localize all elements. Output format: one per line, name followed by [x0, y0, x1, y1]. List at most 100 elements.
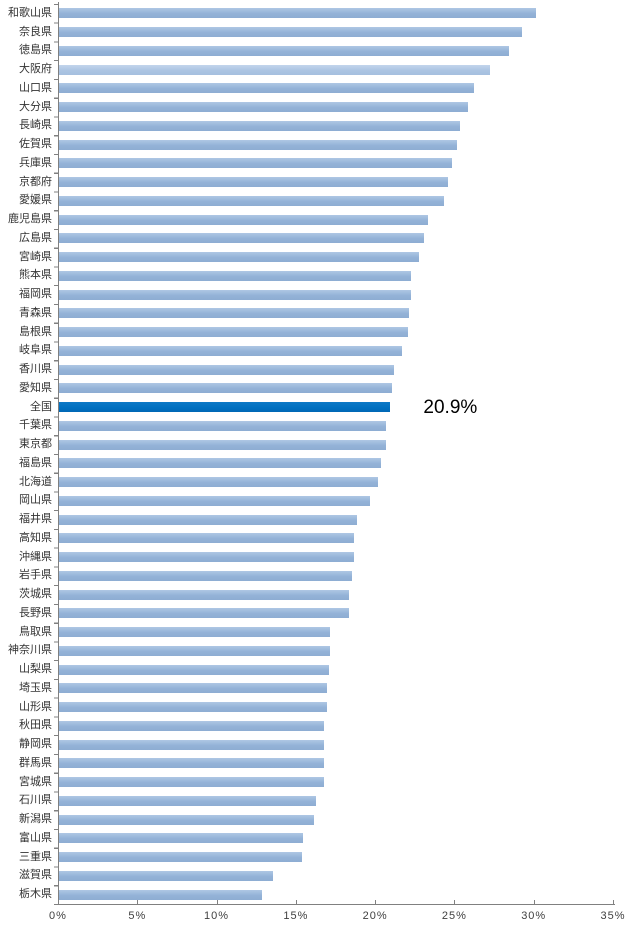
bar: [59, 552, 354, 563]
category-label: 佐賀県: [19, 138, 52, 151]
bar: [59, 289, 412, 300]
category-label: 北海道: [19, 475, 52, 488]
bar-track: [59, 27, 630, 38]
bar-row: 高知県: [0, 529, 630, 548]
bar-row: 愛知県: [0, 379, 630, 398]
bar: [59, 477, 378, 488]
category-label: 全国: [30, 400, 52, 413]
bar-track: [59, 252, 630, 263]
category-label: 鹿児島県: [8, 213, 52, 226]
bar: [59, 420, 386, 431]
x-axis-tick: [137, 900, 139, 904]
bar-row: 北海道: [0, 473, 630, 492]
category-label: 高知県: [19, 531, 52, 544]
bar-row: 兵庫県: [0, 154, 630, 173]
bar-track: [59, 608, 630, 619]
bar-row: 滋賀県: [0, 867, 630, 886]
bar: [59, 177, 448, 188]
category-label: 群馬県: [19, 756, 52, 769]
bar-row: 広島県: [0, 229, 630, 248]
bar: [59, 795, 316, 806]
bar-track: [59, 289, 630, 300]
bar: [59, 439, 386, 450]
category-label: 広島県: [19, 231, 52, 244]
bar-row: 栃木県: [0, 885, 630, 904]
bar: [59, 739, 324, 750]
category-label: 山口県: [19, 81, 52, 94]
category-label: 東京都: [19, 438, 52, 451]
bar: [59, 720, 324, 731]
bar-track: [59, 45, 630, 56]
bar-track: [59, 120, 630, 131]
bar-row: 石川県: [0, 792, 630, 811]
bar: [59, 27, 523, 38]
x-tick-label: 15%: [283, 910, 309, 922]
bar-row: 静岡県: [0, 735, 630, 754]
category-label: 新潟県: [19, 813, 52, 826]
category-label: 徳島県: [19, 44, 52, 57]
bar-track: [59, 758, 630, 769]
bar-row: 富山県: [0, 829, 630, 848]
x-axis-tick: [454, 900, 456, 904]
x-tick-label: 5%: [128, 910, 147, 922]
bar-track: [59, 8, 630, 19]
bar: [59, 364, 394, 375]
bar-row: 和歌山県: [0, 4, 630, 23]
bar-row: 熊本県: [0, 267, 630, 286]
category-label: 福島県: [19, 456, 52, 469]
bar: [59, 627, 331, 638]
bar-row: 秋田県: [0, 717, 630, 736]
bar: [59, 814, 315, 825]
bar-row: 宮城県: [0, 773, 630, 792]
bar-row: 新潟県: [0, 810, 630, 829]
bar: [59, 45, 510, 56]
bar-track: [59, 870, 630, 881]
category-label: 山形県: [19, 700, 52, 713]
bar-track: 20.9%: [59, 398, 630, 417]
bar: [59, 102, 469, 113]
bar-row: 京都府: [0, 173, 630, 192]
bar-row: 香川県: [0, 360, 630, 379]
bar: [59, 458, 381, 469]
bar: [59, 777, 324, 788]
bar: [59, 327, 408, 338]
bar-track: [59, 589, 630, 600]
bar-track: [59, 308, 630, 319]
bar-row: 大分県: [0, 98, 630, 117]
bar: [59, 664, 329, 675]
category-label: 奈良県: [19, 25, 52, 38]
category-label: 滋賀県: [19, 869, 52, 882]
bar: [59, 252, 419, 263]
x-tick-label: 35%: [600, 910, 626, 922]
bar: [59, 383, 392, 394]
bar: [59, 120, 461, 131]
bar-track: [59, 852, 630, 863]
category-label: 福井県: [19, 513, 52, 526]
category-label: 大分県: [19, 100, 52, 113]
category-label: 京都府: [19, 175, 52, 188]
bar-track: [59, 570, 630, 581]
x-axis-tick: [375, 900, 377, 904]
bar: [59, 758, 324, 769]
bar: [59, 645, 331, 656]
category-label: 秋田県: [19, 719, 52, 732]
category-label: 山梨県: [19, 663, 52, 676]
bar-track: [59, 477, 630, 488]
bar-row: 神奈川県: [0, 642, 630, 661]
bar-track: [59, 777, 630, 788]
bar-track: [59, 439, 630, 450]
bar: [59, 852, 302, 863]
bar-track: [59, 495, 630, 506]
category-label: 栃木県: [19, 888, 52, 901]
plot-area: 和歌山県 奈良県 徳島県 大阪府 山口県 大分県 長崎県 佐賀県 兵庫県 京都府 愛媛県 鹿児島県 広島…: [0, 4, 630, 904]
bar-track: [59, 270, 630, 281]
bar-row: 全国 20.9%: [0, 398, 630, 417]
bar: [59, 533, 354, 544]
bar: [59, 608, 350, 619]
x-axis-tick: [295, 900, 297, 904]
bar: [59, 195, 445, 206]
bar-row: 茨城県: [0, 585, 630, 604]
category-label: 宮城県: [19, 775, 52, 788]
bar-row: 鹿児島県: [0, 210, 630, 229]
